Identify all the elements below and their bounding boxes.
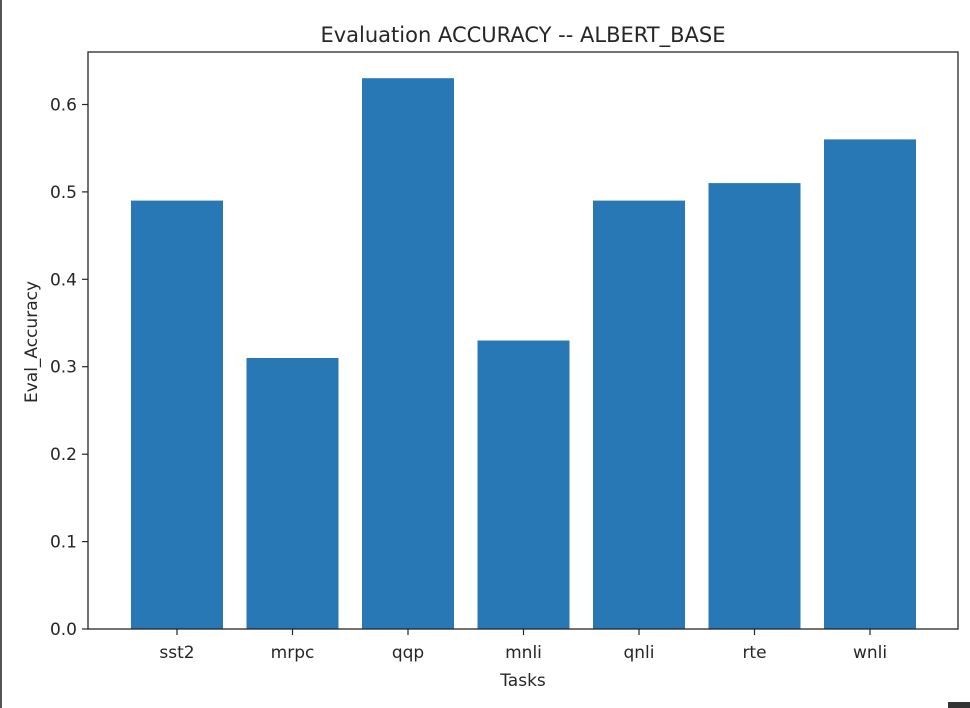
x-tick-label-mnli: mnli (505, 643, 542, 663)
bar-qqp (362, 78, 454, 629)
x-tick-label-qnli: qnli (623, 643, 654, 663)
bar-qnli (593, 200, 685, 629)
y-tick-label-0.6: 0.6 (50, 96, 77, 116)
y-tick-label-0.0: 0.0 (50, 620, 77, 640)
bar-sst2 (131, 200, 223, 629)
corner-mark (948, 702, 970, 708)
x-tick-label-mrpc: mrpc (271, 643, 315, 663)
x-axis-label: Tasks (499, 671, 546, 691)
bar-mnli (477, 340, 570, 629)
y-axis-label: Eval_Accuracy (22, 281, 42, 403)
x-axis-ticks: sst2 mrpc qqp mnli qnli rte wnli (159, 629, 887, 663)
bars-group (131, 78, 916, 629)
bar-rte (708, 183, 801, 629)
y-tick-label-0.5: 0.5 (50, 183, 77, 203)
y-tick-label-0.1: 0.1 (50, 533, 77, 553)
bar-wnli (824, 139, 916, 629)
x-tick-label-sst2: sst2 (159, 643, 194, 663)
y-tick-label-0.4: 0.4 (50, 270, 77, 290)
x-tick-label-qqp: qqp (392, 643, 424, 663)
y-tick-label-0.2: 0.2 (50, 445, 77, 465)
bar-mrpc (246, 358, 339, 629)
y-axis-ticks: 0.0 0.1 0.2 0.3 0.4 0.5 0.6 (50, 96, 88, 640)
x-tick-label-rte: rte (742, 643, 766, 663)
y-tick-label-0.3: 0.3 (50, 358, 77, 378)
x-tick-label-wnli: wnli (853, 643, 887, 663)
chart-title: Evaluation ACCURACY -- ALBERT_BASE (320, 23, 725, 48)
